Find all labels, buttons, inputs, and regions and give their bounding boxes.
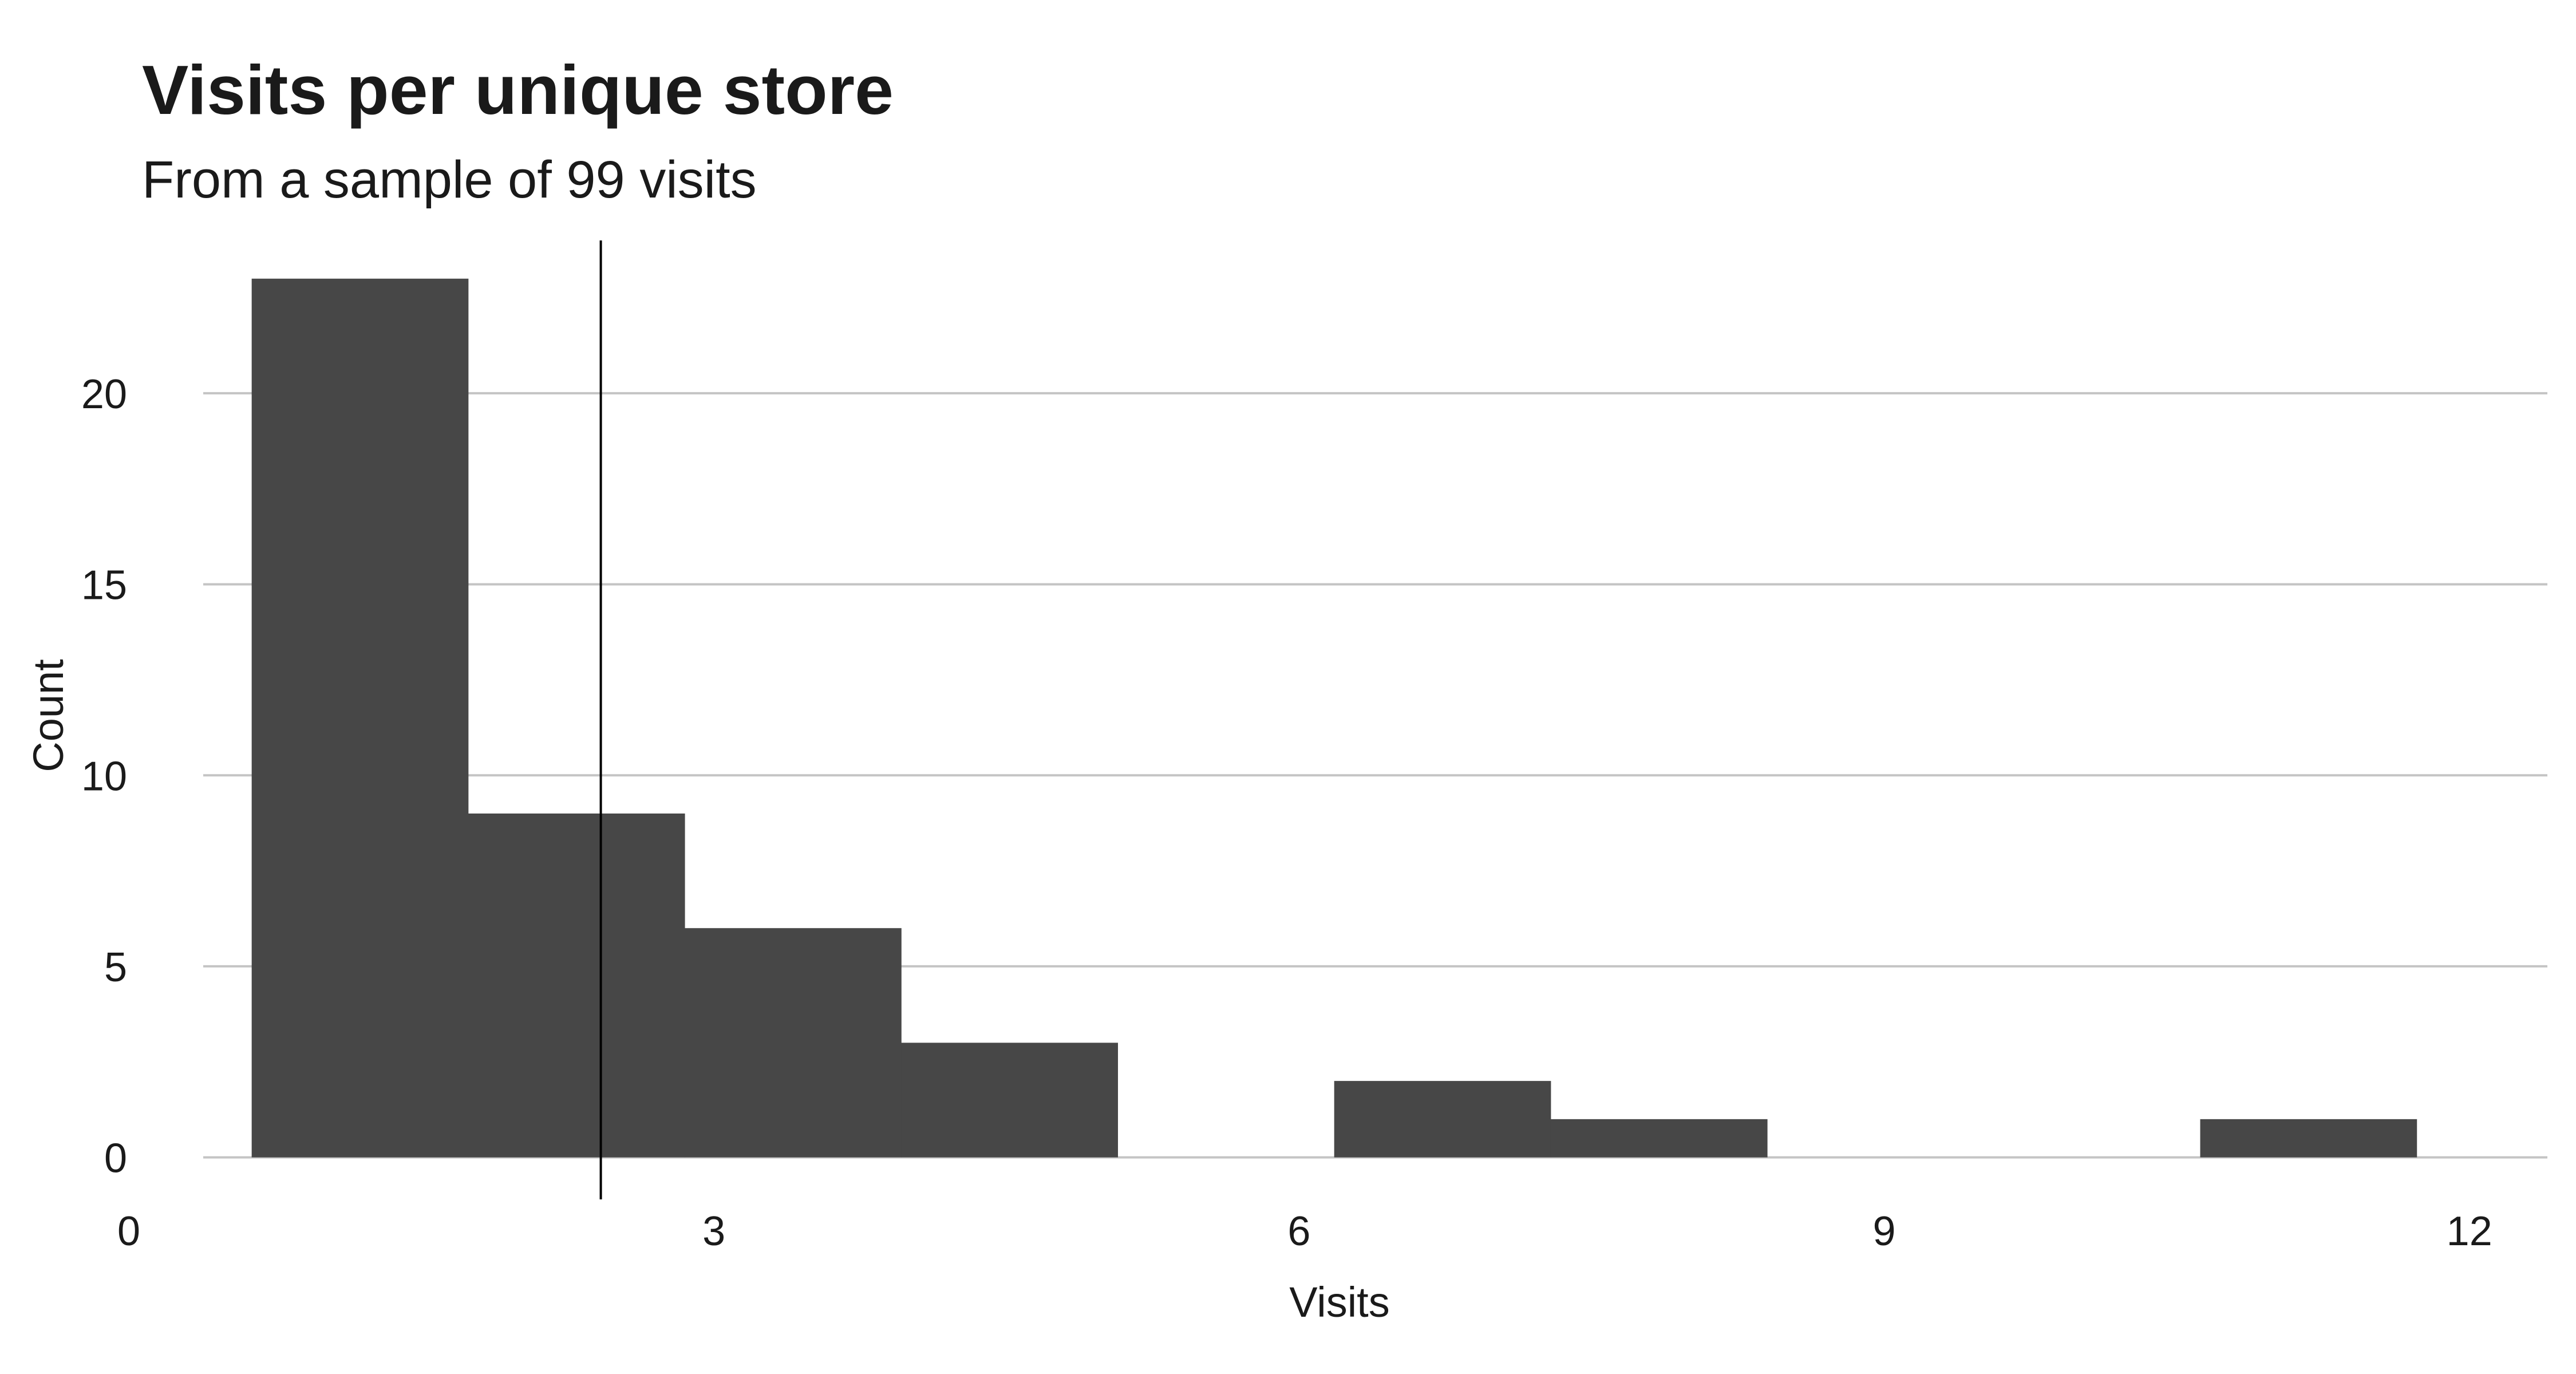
histogram-bar-3 (901, 1043, 1118, 1158)
y-tick-label: 10 (81, 753, 127, 799)
x-tick-label: 9 (1873, 1209, 1896, 1254)
histogram-bars (251, 278, 2417, 1158)
y-tick-label: 0 (104, 1136, 127, 1182)
y-axis-label: Count (25, 659, 72, 772)
x-tick-labels: 0 3 6 9 12 (117, 1209, 2492, 1254)
y-tick-label: 5 (104, 945, 127, 990)
histogram-bar-0 (251, 278, 469, 1158)
histogram-bar-1 (468, 813, 685, 1158)
y-tick-label: 15 (81, 563, 127, 609)
histogram-bar-9 (2200, 1119, 2417, 1158)
x-tick-label: 3 (702, 1209, 725, 1254)
chart-subtitle: From a sample of 99 visits (142, 151, 757, 209)
x-axis-label: Visits (1289, 1278, 1389, 1326)
x-tick-label: 6 (1287, 1209, 1310, 1254)
histogram-bar-6 (1550, 1119, 1768, 1158)
histogram-bar-2 (685, 928, 902, 1158)
x-tick-label: 0 (117, 1209, 140, 1254)
y-tick-label: 20 (81, 372, 127, 417)
x-tick-label: 12 (2447, 1209, 2492, 1254)
histogram-bar-5 (1334, 1081, 1551, 1158)
y-tick-labels: 0 5 10 15 20 (81, 372, 127, 1182)
chart-title: Visits per unique store (142, 51, 894, 129)
